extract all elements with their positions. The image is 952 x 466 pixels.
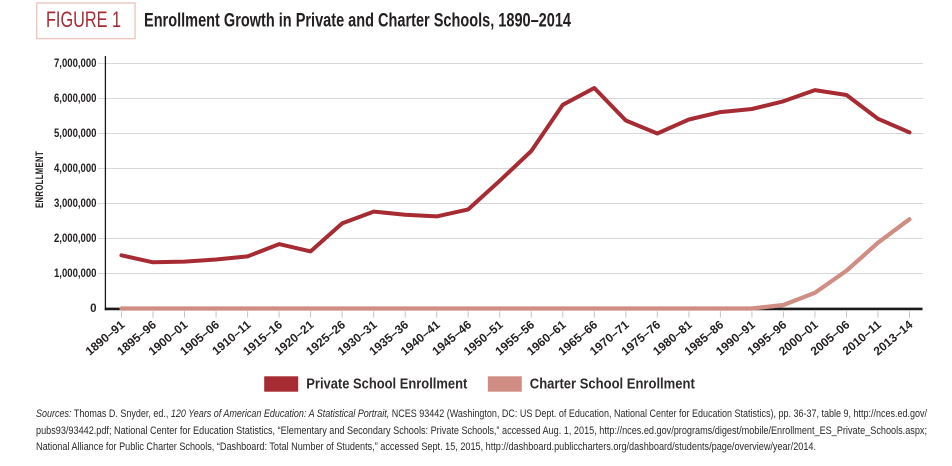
svg-text:7,000,000: 7,000,000 [54, 58, 97, 70]
svg-text:FIGURE 1: FIGURE 1 [46, 7, 121, 32]
svg-text:Charter School Enrollment: Charter School Enrollment [530, 375, 695, 392]
svg-text:5,000,000: 5,000,000 [54, 128, 97, 140]
svg-text:1,000,000: 1,000,000 [54, 268, 97, 280]
svg-text:Enrollment Growth in Private a: Enrollment Growth in Private and Charter… [144, 10, 571, 31]
svg-text:4,000,000: 4,000,000 [54, 163, 97, 175]
svg-text:ENROLLMENT: ENROLLMENT [34, 151, 46, 208]
svg-text:0: 0 [90, 303, 96, 315]
svg-text:3,000,000: 3,000,000 [54, 198, 97, 210]
svg-text:Private School Enrollment: Private School Enrollment [306, 375, 467, 392]
svg-text:2,000,000: 2,000,000 [54, 233, 97, 245]
svg-text:6,000,000: 6,000,000 [54, 93, 97, 105]
